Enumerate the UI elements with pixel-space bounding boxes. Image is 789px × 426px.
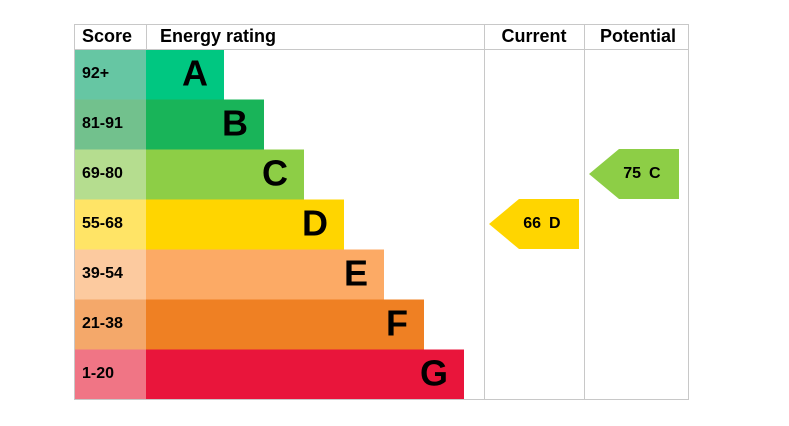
rating-letter: D [302,203,328,244]
potential-arrow [589,149,679,199]
table-border [74,24,689,400]
rating-bar [146,99,264,150]
score-cell [75,299,146,350]
header-score: Score [82,26,132,46]
rating-bar [146,49,224,100]
rating-bar [146,149,304,200]
rating-bar [146,249,384,300]
score-label: 69-80 [82,165,123,182]
score-label: 21-38 [82,315,123,332]
potential-letter: C [649,165,661,182]
score-label: 92+ [82,65,109,82]
rating-bar [146,199,344,250]
rating-bar [146,299,424,350]
header-energy-rating: Energy rating [160,26,276,46]
rating-letter: E [344,253,368,294]
rating-bar [146,349,464,400]
rating-letter: G [420,353,448,394]
rating-letter: F [386,303,408,344]
score-label: 55-68 [82,215,123,232]
score-cell [75,149,146,200]
potential-value: 75 [623,165,641,182]
score-cell [75,49,146,100]
score-label: 1-20 [82,365,114,382]
current-letter: D [549,215,561,232]
score-cell [75,249,146,300]
score-label: 39-54 [82,265,123,282]
rating-letter: C [262,153,288,194]
rating-letter: B [222,103,248,144]
rating-letter: A [182,53,208,94]
score-cell [75,199,146,250]
current-arrow [489,199,579,249]
score-label: 81-91 [82,115,123,132]
score-cell [75,349,146,400]
score-cell [75,99,146,150]
current-value: 66 [523,215,541,232]
header-current: Current [501,26,566,46]
header-potential: Potential [600,26,676,46]
table-grid [74,24,689,400]
